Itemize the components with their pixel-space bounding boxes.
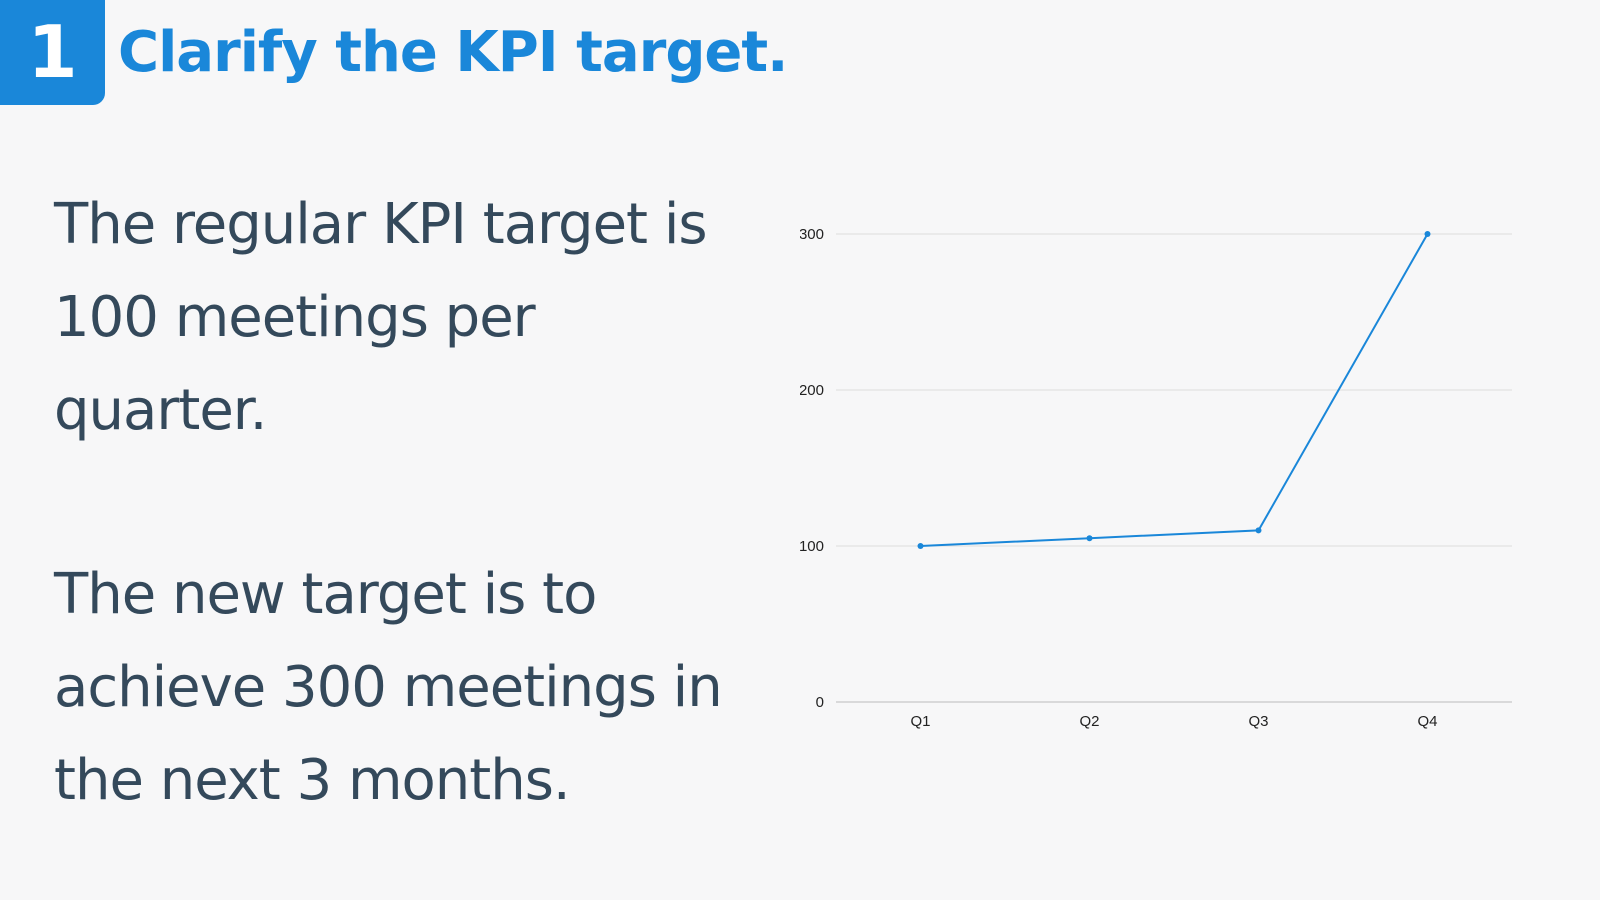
chart-y-tick-label: 0 — [816, 694, 824, 711]
chart-x-tick-label: Q2 — [1079, 713, 1099, 730]
chart-x-tick-label: Q4 — [1417, 713, 1437, 730]
kpi-line-chart: 0 100 200 300 Q1 Q2 Q3 Q4 — [800, 226, 1512, 730]
chart-x-tick-labels: Q1 Q2 Q3 Q4 — [910, 713, 1437, 730]
chart-data-point — [917, 543, 924, 549]
chart-series-line — [920, 233, 1429, 547]
body-paragraph-current-target: The regular KPI target is 100 meetings p… — [54, 192, 708, 443]
chart-series — [917, 231, 1431, 549]
chart-data-point — [1424, 231, 1431, 237]
step-number-badge: 1 — [0, 0, 105, 105]
chart-x-tick-label: Q1 — [910, 713, 930, 730]
chart-y-tick-label: 100 — [800, 538, 824, 555]
body-paragraph-new-target: The new target is to achieve 300 meeting… — [54, 562, 723, 813]
chart-y-tick-label: 300 — [800, 226, 824, 243]
chart-gridlines — [836, 233, 1512, 703]
chart-y-tick-labels: 0 100 200 300 — [800, 226, 824, 711]
slide-title: Clarify the KPI target. — [118, 20, 788, 85]
chart-data-point — [1086, 535, 1093, 542]
chart-data-point — [1255, 527, 1262, 534]
chart-y-tick-label: 200 — [800, 382, 824, 399]
chart-x-tick-label: Q3 — [1248, 713, 1268, 730]
